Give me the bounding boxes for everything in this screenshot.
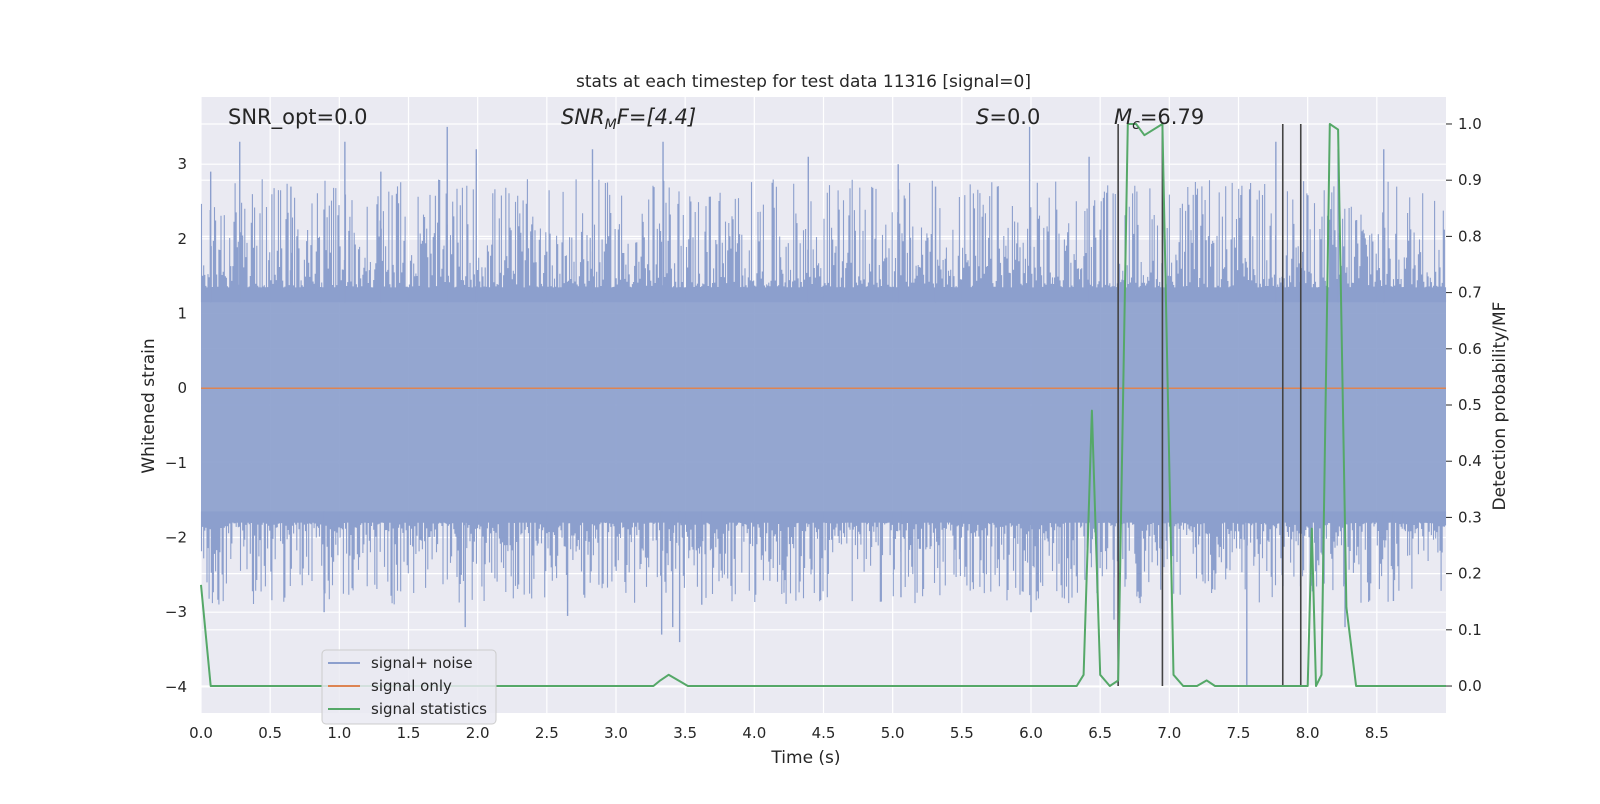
chart-title: stats at each timestep for test data 113… [576, 72, 1031, 92]
noise-band [201, 294, 1446, 519]
x-axis-label: Time (s) [770, 748, 840, 768]
x-tick-label: 7.0 [1157, 724, 1181, 742]
noise-upper-spikes [200, 179, 1447, 303]
x-tick-label: 3.5 [673, 724, 697, 742]
y2-axis-label: Detection probability/MF [1490, 302, 1510, 511]
y-tick-label: 3 [177, 155, 187, 173]
y-tick-label: 0 [177, 379, 187, 397]
y2-tick-label: 0.9 [1458, 171, 1482, 189]
x-tick-label: 8.5 [1365, 724, 1389, 742]
annotation-s: S=0.0 [976, 105, 1040, 129]
legend-label-signal-only: signal only [371, 677, 452, 695]
y2-tick-label: 0.0 [1458, 677, 1482, 695]
signal-statistics-line [200, 123, 1446, 687]
y2-axis-ticks: 1.0 0.9 0.8 0.7 0.6 0.5 0.4 0.3 0.2 0.1 0.0 [1446, 115, 1482, 695]
x-tick-label: 1.0 [327, 724, 351, 742]
legend-label-signal-statistics: signal statistics [371, 700, 487, 718]
y2-tick-label: 0.8 [1458, 227, 1482, 245]
x-tick-label: 4.0 [742, 724, 766, 742]
annotation-snr-opt: SNR_opt=0.0 [228, 105, 368, 130]
annotation-snr-mf: SNRMF=[4.4] [561, 105, 696, 133]
y-tick-label: −2 [165, 529, 187, 547]
x-tick-label: 7.5 [1227, 724, 1251, 742]
legend-label-signal-noise: signal+ noise [371, 654, 473, 672]
event-markers [1117, 123, 1302, 687]
legend-box [321, 649, 497, 725]
annotation-mc-rest: =6.79 [1140, 105, 1204, 129]
annotation-mc-main: M [1114, 105, 1132, 129]
signal-statistics-series [200, 123, 1446, 687]
signal-noise-series [200, 126, 1447, 687]
y2-tick-label: 0.2 [1458, 565, 1482, 583]
y2-tick-label: 0.1 [1458, 621, 1482, 639]
y-axis-ticks: 3 2 1 0 −1 −2 −3 −4 [165, 155, 187, 696]
plot-area [200, 97, 1447, 713]
x-tick-label: 6.0 [1019, 724, 1043, 742]
annotation-s-main: S [976, 105, 989, 129]
y2-tick-label: 0.5 [1458, 396, 1482, 414]
annotation-snr-mf-sub: M [605, 117, 617, 133]
x-tick-label: 3.0 [604, 724, 628, 742]
x-axis-ticks: 0.0 0.5 1.0 1.5 2.0 2.5 3.0 3.5 4.0 4.5 5.0 5.5 6.0 6… [189, 724, 1389, 742]
x-tick-label: 5.5 [950, 724, 974, 742]
y-tick-label: −3 [165, 603, 187, 621]
y2-tick-label: 0.3 [1458, 508, 1482, 526]
x-tick-label: 2.5 [535, 724, 559, 742]
annotation-mc-sub: c [1132, 117, 1140, 133]
y2-tick-label: 0.4 [1458, 452, 1482, 470]
x-tick-label: 6.5 [1088, 724, 1112, 742]
legend: signal+ noise signal only signal statist… [321, 649, 497, 725]
y-axis-label: Whitened strain [139, 338, 159, 473]
x-tick-label: 8.0 [1296, 724, 1320, 742]
annotation-mc: Mc=6.79 [1114, 105, 1204, 133]
x-tick-label: 1.5 [397, 724, 421, 742]
y2-tick-label: 0.7 [1458, 284, 1482, 302]
y-tick-label: 1 [177, 305, 187, 323]
y-tick-label: 2 [177, 230, 187, 248]
x-tick-label: 4.5 [812, 724, 836, 742]
annotation-snr-mf-rest: F=[4.4] [617, 105, 696, 129]
x-tick-label: 5.0 [881, 724, 905, 742]
annotation-s-rest: =0.0 [989, 105, 1040, 129]
x-tick-label: 2.0 [466, 724, 490, 742]
x-tick-label: 0.0 [189, 724, 213, 742]
annotation-snr-mf-main: SNR [561, 105, 605, 129]
y2-tick-label: 1.0 [1458, 115, 1482, 133]
y2-tick-label: 0.6 [1458, 340, 1482, 358]
x-tick-label: 0.5 [258, 724, 282, 742]
y-tick-label: −4 [165, 678, 187, 696]
y-tick-label: −1 [165, 454, 187, 472]
